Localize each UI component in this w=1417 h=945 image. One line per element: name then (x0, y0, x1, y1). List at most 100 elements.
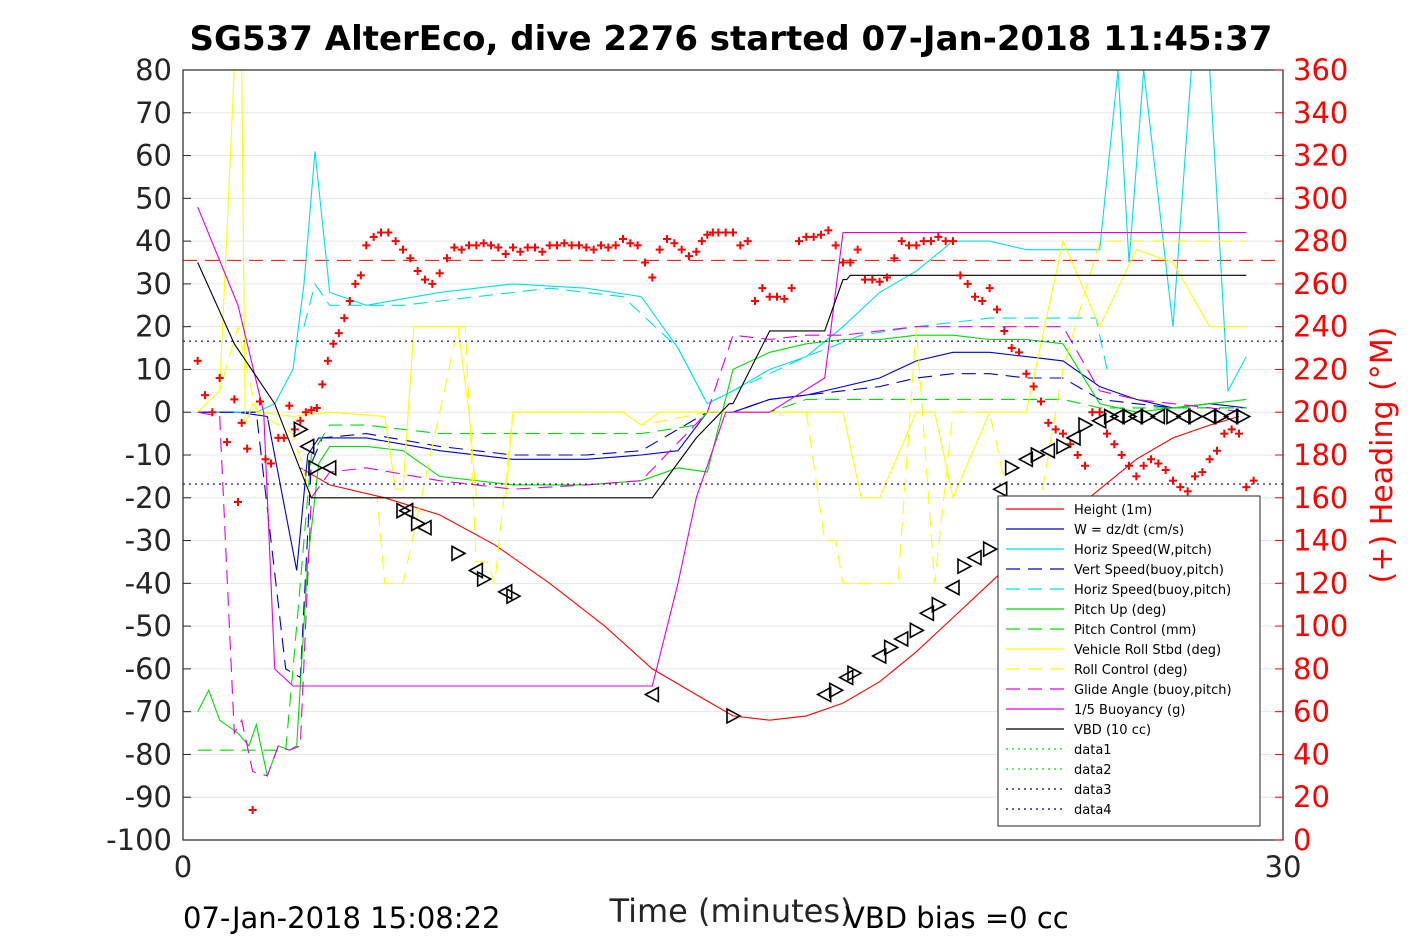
depth-marker (1200, 408, 1217, 425)
heading-point (905, 241, 913, 250)
heading-point (626, 239, 635, 248)
heading-point (993, 305, 1001, 314)
depth-marker (1235, 408, 1252, 425)
heading-point (758, 284, 767, 293)
heading-point (1161, 465, 1170, 474)
y2-tick-label: 60 (1293, 695, 1330, 729)
depth-marker (416, 519, 432, 537)
heading-point (703, 230, 712, 239)
y2-tick-label: 260 (1293, 267, 1348, 301)
legend-label: Horiz Speed(buoy,pitch) (1074, 583, 1231, 598)
heading-point (1029, 382, 1038, 391)
heading-point (208, 408, 217, 417)
heading-point (538, 247, 547, 256)
depth-marker (467, 562, 484, 579)
heading-point (329, 339, 338, 348)
depth-marker (397, 502, 414, 519)
right-axis-ticks: 0 20 40 60 80 100 120 140 160 180 200 220 240 260 280 3… (1275, 53, 1348, 857)
heading-point (1213, 446, 1221, 455)
y-tick-label: -20 (125, 481, 172, 515)
depth-marker (909, 622, 926, 639)
heading-point (692, 247, 701, 256)
heading-point (501, 249, 510, 258)
heading-point (256, 397, 264, 406)
heading-point (523, 243, 532, 252)
depth-marker (298, 438, 315, 455)
heading-point (1081, 461, 1089, 470)
heading-point (809, 232, 818, 241)
heading-point (1198, 468, 1207, 477)
heading-point (1037, 397, 1045, 406)
heading-point (1227, 425, 1236, 434)
depth-marker (847, 664, 863, 682)
heading-point (399, 245, 407, 254)
heading-point (318, 380, 327, 389)
heading-point (927, 237, 935, 246)
heading-point (201, 391, 209, 400)
heading-point (648, 273, 657, 282)
depth-marker (1140, 408, 1157, 425)
heading-point (941, 237, 950, 246)
depth-marker (870, 647, 887, 665)
heading-point (261, 455, 270, 464)
heading-point (1051, 425, 1060, 434)
depth-marker (1109, 408, 1125, 425)
legend-label: 1/5 Buoyancy (g) (1074, 703, 1185, 718)
heading-point (312, 403, 321, 412)
heading-point (421, 275, 429, 284)
depth-marker (944, 579, 960, 596)
y2-tick-label: 180 (1293, 438, 1348, 472)
heading-point (846, 258, 855, 267)
legend-label: Glide Angle (buoy,pitch) (1074, 683, 1232, 698)
heading-point (1235, 429, 1243, 438)
depth-marker (1149, 408, 1166, 425)
heading-point (831, 241, 840, 250)
series-line-4 (303, 282, 1108, 405)
depth-marker (982, 540, 999, 558)
heading-point (875, 277, 884, 286)
heading-point (301, 408, 310, 417)
heading-point (853, 245, 862, 254)
heading-point (743, 237, 752, 246)
depth-marker (1078, 416, 1094, 434)
y-tick-label: 0 (154, 395, 172, 429)
y-tick-label: -60 (125, 652, 172, 686)
depth-marker (1188, 408, 1204, 425)
heading-point (1022, 369, 1031, 378)
y2-tick-label: 220 (1293, 352, 1348, 386)
heading-point (384, 228, 393, 237)
x-tick-label: 0 (174, 850, 192, 884)
depth-marker (643, 686, 660, 703)
heading-point (323, 356, 332, 365)
heading-point (1132, 472, 1141, 481)
heading-point (1059, 429, 1067, 438)
left-axis-ticks: -100-90-80-70-60-50-40-30-20-10010203040… (106, 53, 191, 857)
heading-point (897, 237, 906, 246)
heading-point (1191, 472, 1199, 481)
heading-point (465, 241, 473, 250)
footer-start-time: 07-Jan-2018 15:08:22 (183, 901, 500, 935)
depth-marker (1213, 408, 1230, 425)
legend-label: W = dz/dt (cm/s) (1074, 523, 1184, 538)
series-line-0 (300, 415, 1240, 721)
y-tick-label: -100 (106, 823, 172, 857)
depth-marker (451, 545, 467, 562)
right-axis-label: (+) Heading (°M) (1365, 327, 1400, 584)
heading-point (1205, 455, 1214, 464)
heading-point (1117, 451, 1126, 459)
y2-tick-label: 340 (1293, 96, 1348, 130)
depth-marker (1039, 442, 1056, 460)
legend-label: Vehicle Roll Stbd (deg) (1074, 643, 1221, 658)
heading-point (545, 241, 554, 250)
heading-point (1007, 344, 1016, 353)
heading-point (633, 241, 642, 250)
depth-marker (931, 596, 948, 614)
y2-tick-label: 20 (1293, 780, 1330, 814)
heading-point (773, 292, 781, 301)
legend-label: data4 (1074, 803, 1112, 818)
heading-point (817, 230, 825, 239)
y2-tick-label: 140 (1293, 524, 1348, 558)
y-tick-label: -30 (125, 524, 172, 558)
depth-marker (396, 502, 412, 519)
depth-marker (726, 707, 742, 725)
